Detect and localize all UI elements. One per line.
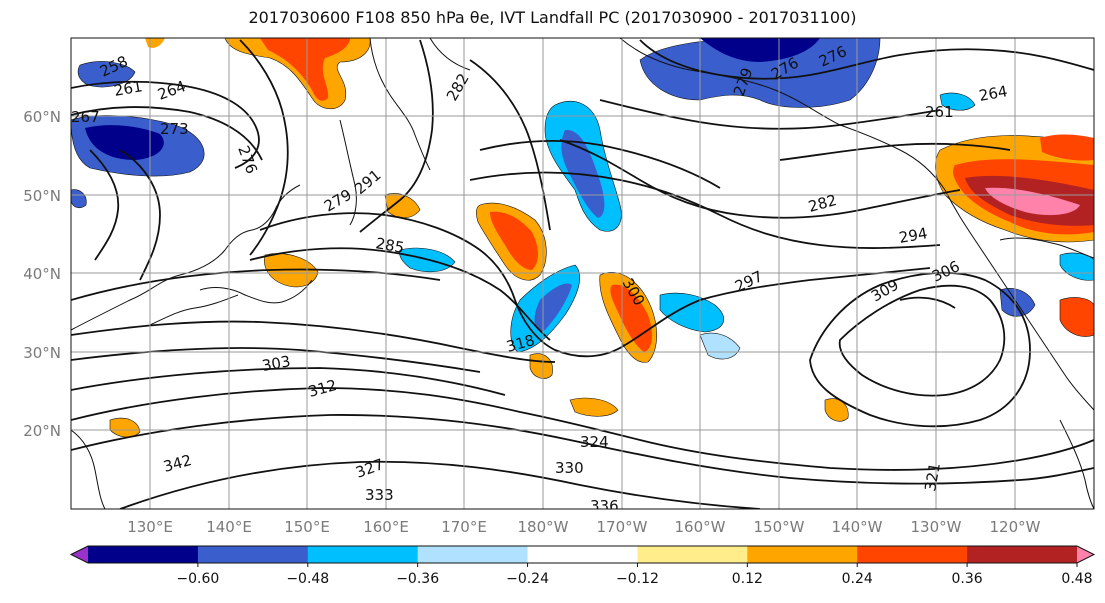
graticule [71,38,1094,509]
colorbar-swatch [637,546,748,563]
colorbar-tick-label: −0.48 [286,571,329,587]
lon-tick-label: 130°W [911,518,962,536]
colorbar-swatch [88,546,199,563]
lon-tick-label: 120°W [990,518,1041,536]
colorbar-swatch [307,546,419,563]
colorbar-extend-low [71,546,88,563]
contour-label: 264 [978,82,1009,105]
colorbar-tick-label: 0.24 [842,571,873,587]
lon-tick-label: 150°E [284,518,330,536]
colorbar-swatch [417,546,529,563]
colorbar-swatch [747,546,858,563]
contour-label: 261 [925,103,954,121]
lon-tick-label: 180°W [518,518,569,536]
contour-label: 324 [580,433,609,451]
longitude-ticks: 130°E 140°E 150°E 160°E 170°E 180°W 170°… [127,518,1040,536]
contour-label: 294 [898,224,929,247]
colorbar-outline [69,545,1096,564]
lat-tick-label: 40°N [23,265,61,283]
colorbar-swatch [857,546,968,563]
colorbar-tick-label: 0.48 [1061,571,1092,587]
colorbar-tick-label: −0.36 [396,571,439,587]
contour-label: 336 [590,497,619,515]
contour-label: 261 [113,77,144,100]
map-frame [70,37,1095,510]
colorbar-tick-label: −0.12 [616,571,659,587]
colorbar: −0.60 −0.48 −0.36 −0.24 −0.12 0.12 0.24 0.36 0.4… [69,545,1096,587]
lon-tick-label: 140°W [832,518,883,536]
lat-tick-label: 30°N [23,344,61,362]
lon-tick-label: 150°W [754,518,805,536]
lon-tick-label: 170°W [597,518,648,536]
theta-e-contours [71,39,1094,509]
contour-label: 303 [261,352,292,375]
lon-tick-label: 130°E [127,518,173,536]
lon-tick-label: 160°W [675,518,726,536]
lat-tick-label: 60°N [23,108,61,126]
colorbar-swatch [197,546,309,563]
map-title: 2017030600 F108 850 hPa θe, IVT Landfall… [248,8,857,27]
lon-tick-label: 160°E [363,518,409,536]
lon-tick-label: 140°E [206,518,252,536]
colorbar-swatch [527,546,638,563]
contour-label: 285 [374,234,405,257]
coastlines [71,38,1094,509]
lat-tick-label: 50°N [23,187,61,205]
colorbar-swatch [967,546,1078,563]
contour-label: 333 [365,486,394,504]
colorbar-tick-label: 0.36 [952,571,983,587]
colorbar-tick-label: −0.24 [506,571,549,587]
colorbar-tick-label: 0.12 [732,571,763,587]
contour-label: 267 [71,108,100,126]
lon-tick-label: 170°E [441,518,487,536]
contour-label: 330 [555,459,584,477]
lat-tick-label: 20°N [23,422,61,440]
latitude-ticks: 60°N 50°N 40°N 30°N 20°N [23,108,61,440]
colorbar-extend-high [1077,546,1094,563]
contour-label: 273 [160,120,189,138]
colorbar-tick-label: −0.60 [176,571,219,587]
contour-label: 321 [921,461,944,492]
